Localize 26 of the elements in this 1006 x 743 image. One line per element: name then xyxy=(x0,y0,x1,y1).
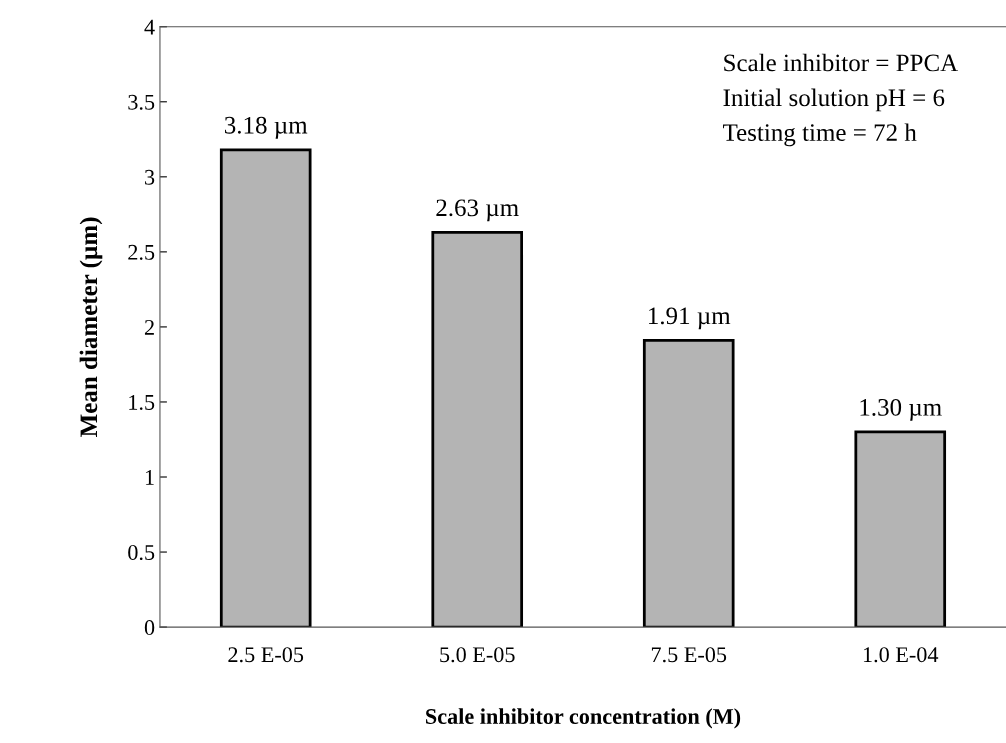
y-tick-label: 1.5 xyxy=(129,395,155,410)
annotation: Scale inhibitor = PPCA xyxy=(724,53,959,72)
x-tick-label: 5.0 E-05 xyxy=(440,647,515,663)
data-label: 1.30 µm xyxy=(860,398,942,421)
y-tick-label: 0.5 xyxy=(128,544,155,561)
y-axis-title: Mean diameter (µm) xyxy=(79,217,103,437)
bar xyxy=(642,339,735,628)
annotation: Initial solution pH = 6 xyxy=(723,88,945,112)
annotation: Testing time = 72 h xyxy=(723,123,917,147)
y-tick-label: 2.5 xyxy=(128,244,155,260)
y-tick-label: 0 xyxy=(144,620,155,636)
data-label: 2.63 µm xyxy=(436,199,519,222)
x-axis-title: Scale inhibitor concentration (M) xyxy=(426,708,741,729)
y-tick-label: 1 xyxy=(145,470,154,485)
y-tick-label: 3 xyxy=(145,169,155,185)
y-tick-label: 2 xyxy=(144,319,154,335)
bar xyxy=(219,148,312,628)
data-label: 1.91 µm xyxy=(649,307,731,330)
x-tick-label: 1.0 E-04 xyxy=(863,647,939,663)
y-tick-label: 4 xyxy=(144,19,155,35)
data-label: 3.18 µm xyxy=(224,116,308,139)
y-tick-label: 3.5 xyxy=(128,94,155,110)
bar xyxy=(431,230,524,628)
x-tick-label: 7.5 E-05 xyxy=(651,647,727,663)
x-tick-label: 2.5 E-05 xyxy=(228,647,304,663)
bar xyxy=(854,430,947,628)
